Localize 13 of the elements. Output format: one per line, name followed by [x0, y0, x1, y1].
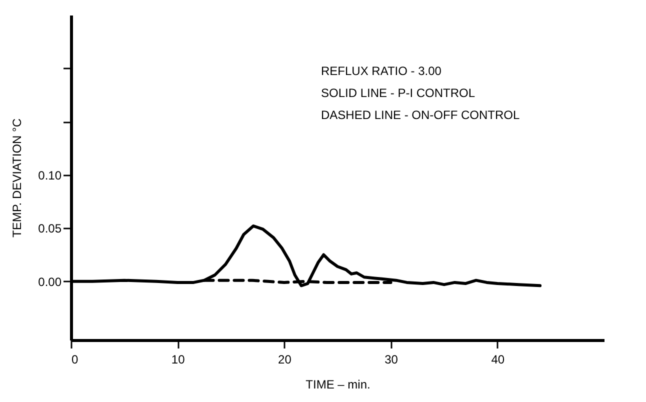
y-tick-label: 0.10	[38, 168, 62, 182]
x-tick-label: 40	[491, 352, 505, 366]
text: 0.00	[38, 274, 62, 289]
x-axis-title: TIME – min.	[306, 378, 370, 392]
y-axis-title: TEMP. DEVIATION °C	[10, 118, 24, 238]
x-tick-label: 10	[171, 352, 186, 366]
x-tick-label: 20	[278, 352, 292, 366]
x-tick-label: 30	[384, 352, 398, 366]
annotation: SOLID LINE - P-I CONTROL	[321, 86, 476, 100]
x-tick-label: 0	[72, 352, 78, 366]
annotation: REFLUX RATIO - 3.00	[321, 64, 442, 78]
annotation: DASHED LINE - ON-OFF CONTROL	[321, 108, 520, 122]
y-tick-label: 0.05	[38, 222, 62, 236]
